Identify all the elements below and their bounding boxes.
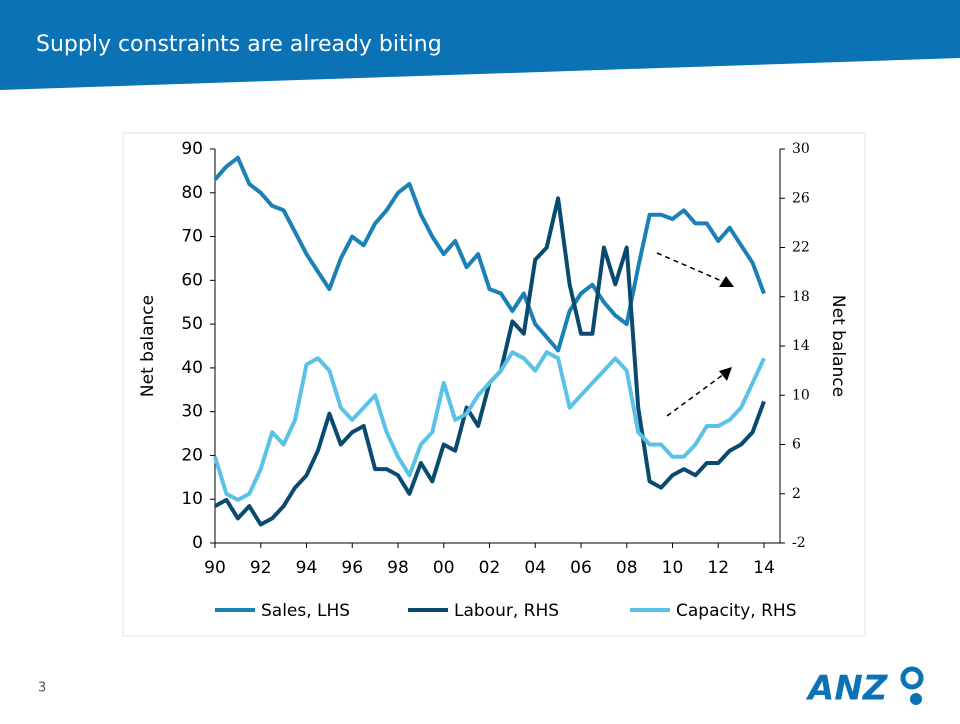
- series-line: [213, 350, 766, 502]
- annotation-arrows: [656, 252, 725, 417]
- legend-label: Labour, RHS: [454, 601, 559, 621]
- y-tick-label: 20: [181, 445, 203, 465]
- y2-tick-label: 26: [792, 190, 810, 206]
- x-tick-label: 06: [570, 558, 592, 578]
- y2-tick-label: 14: [792, 338, 810, 354]
- x-tick-label: 12: [707, 558, 729, 578]
- x-tick-label: 00: [433, 558, 455, 578]
- y-tick-label: 60: [181, 270, 203, 290]
- x-tick-label: 08: [616, 558, 638, 578]
- arrow-head: [719, 276, 734, 287]
- x-tick-label: 14: [753, 558, 775, 578]
- logo-icon: [900, 666, 924, 690]
- y2-tick-label: 10: [792, 387, 810, 403]
- x-tick-label: 04: [524, 558, 546, 578]
- legend-label: Sales, LHS: [261, 601, 350, 621]
- page-number: 3: [38, 681, 46, 696]
- x-tick-label: 96: [341, 558, 363, 578]
- x-tick-label: 02: [479, 558, 501, 578]
- y-tick-label: 10: [181, 489, 203, 509]
- logo: ANZ: [805, 669, 889, 709]
- chart-panel: [122, 132, 866, 637]
- legend-label: Capacity, RHS: [676, 601, 797, 621]
- arrow-head: [719, 367, 732, 381]
- y-axis-label: Net balance: [138, 295, 158, 397]
- x-tick-label: 10: [662, 558, 684, 578]
- y-tick-label: 90: [181, 139, 203, 159]
- y-tick-label: 0: [192, 533, 203, 553]
- y-tick-label: 30: [181, 402, 203, 422]
- x-tick-label: 98: [387, 558, 409, 578]
- y-tick-label: 50: [181, 314, 203, 334]
- y-tick-label: 40: [181, 358, 203, 378]
- x-tick-label: 94: [296, 558, 318, 578]
- x-tick-label: 90: [204, 558, 226, 578]
- y2-tick-label: 30: [792, 141, 810, 157]
- slide-title: Supply constraints are already biting: [36, 32, 442, 57]
- logo-icon: [910, 693, 922, 705]
- y-tick-label: 70: [181, 227, 203, 247]
- y-tick-label: 80: [181, 183, 203, 203]
- x-tick-label: 92: [250, 558, 272, 578]
- y2-tick-label: 2: [792, 486, 801, 502]
- y2-axis-label: Net balance: [828, 295, 848, 397]
- y2-tick-label: 18: [792, 289, 810, 305]
- y2-tick-label: 6: [792, 437, 801, 453]
- header-band: [0, 0, 960, 90]
- y2-tick-label: -2: [792, 535, 806, 551]
- series-line: [213, 155, 766, 353]
- y2-tick-label: 22: [792, 240, 810, 256]
